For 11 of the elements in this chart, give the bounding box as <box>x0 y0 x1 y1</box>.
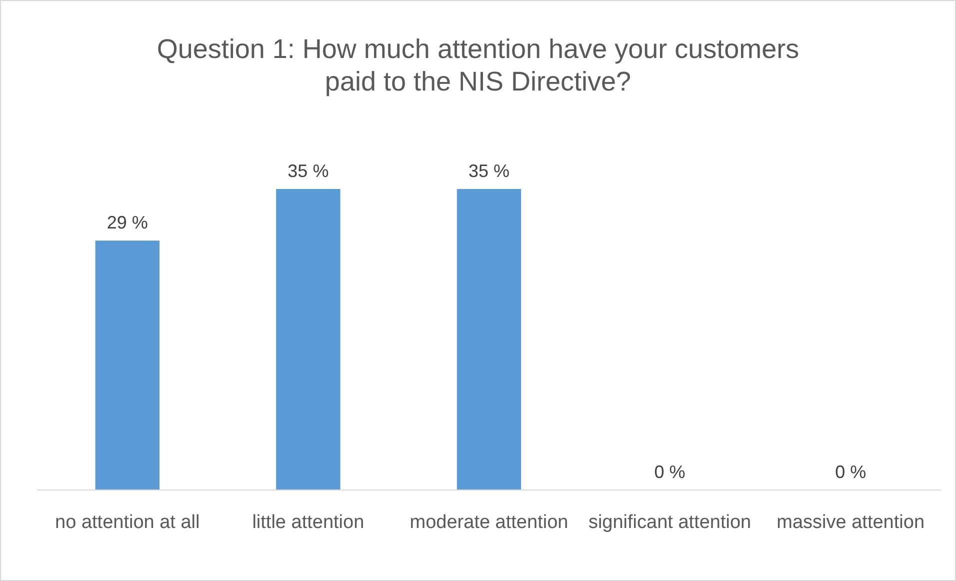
data-label: 35 % <box>468 161 510 181</box>
chart-title: Question 1: How much attention have your customers paid to the NIS Directive? <box>156 34 800 96</box>
x-tick-label: massive attention <box>776 512 925 533</box>
x-tick-label: little attention <box>252 512 364 533</box>
x-tick-label: significant attention <box>588 512 752 533</box>
data-label: 35 % <box>288 161 329 181</box>
x-tick-label: no attention at all <box>55 512 200 533</box>
data-label: 0 % <box>654 462 686 482</box>
x-tick-label: moderate attention <box>410 512 568 533</box>
data-label: 29 % <box>106 212 148 233</box>
data-label: 0 % <box>835 462 866 482</box>
